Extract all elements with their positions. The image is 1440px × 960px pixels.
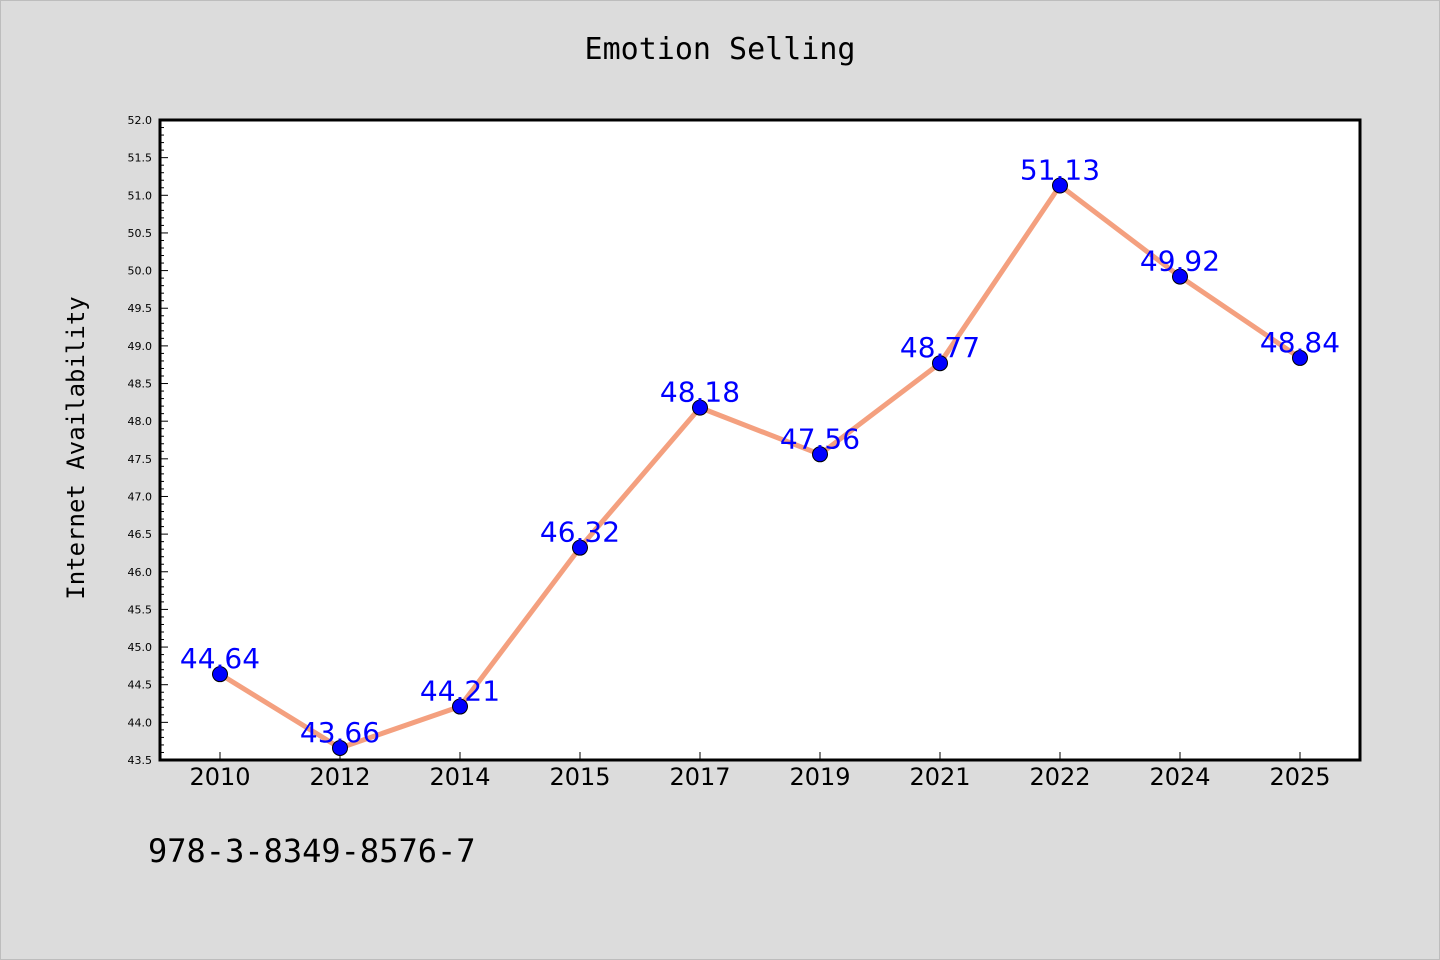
y-tick-label: 47.5: [128, 453, 153, 466]
data-point: [812, 446, 828, 463]
y-tick-label: 47.0: [128, 490, 153, 503]
y-tick-label: 50.5: [128, 227, 153, 240]
plot-area: [158, 118, 1362, 762]
footer-isbn: 978-3-8349-8576-7: [148, 832, 476, 870]
series-line: [217, 183, 1303, 751]
x-tick-label: 2025: [1269, 763, 1330, 791]
x-tick-label: 2022: [1029, 763, 1090, 791]
y-tick-label: 43.5: [128, 754, 153, 767]
y-tick-label: 44.5: [128, 679, 153, 692]
y-tick-label: 46.5: [128, 528, 153, 541]
y-tick-label: 45.5: [128, 603, 153, 616]
data-point: [332, 739, 348, 756]
data-label: 48.77: [900, 331, 980, 364]
y-tick-label: 48.0: [128, 415, 153, 428]
y-tick-label: 49.0: [128, 340, 153, 353]
data-label: 51.13: [1020, 154, 1100, 187]
x-tick-label: 2015: [549, 763, 610, 791]
x-tick-label: 2010: [189, 763, 250, 791]
data-label: 44.21: [420, 675, 500, 708]
data-point: [452, 698, 468, 715]
y-tick-label: 52.0: [128, 114, 153, 127]
y-tick-label: 46.0: [128, 566, 153, 579]
data-point: [692, 399, 708, 416]
data-point: [1052, 177, 1068, 194]
data-label: 47.56: [780, 422, 860, 455]
x-tick-label: 2024: [1149, 763, 1210, 791]
chart-title: Emotion Selling: [584, 32, 856, 67]
data-label: 43.66: [300, 716, 380, 749]
x-tick-label: 2014: [429, 763, 490, 791]
x-tick-label: 2012: [309, 763, 370, 791]
y-tick-label: 48.5: [128, 378, 153, 391]
data-label: 48.18: [660, 376, 740, 409]
x-tick-label: 2017: [669, 763, 730, 791]
data-point: [572, 539, 588, 556]
x-tick-label: 2019: [789, 763, 850, 791]
x-tick-label: 2021: [909, 763, 970, 791]
data-label: 48.84: [1260, 326, 1340, 359]
y-tick-label: 44.0: [128, 716, 153, 729]
y-tick-label: 51.5: [128, 152, 153, 165]
data-label: 46.32: [540, 516, 620, 549]
y-tick-label: 51.0: [128, 189, 153, 202]
data-label: 44.64: [180, 642, 260, 675]
data-point: [212, 666, 228, 683]
data-point: [932, 355, 948, 372]
y-tick-label: 49.5: [128, 302, 153, 315]
data-point: [1292, 349, 1308, 366]
y-tick-label: 50.0: [128, 265, 153, 278]
data-label: 49.92: [1140, 245, 1220, 278]
data-point: [1172, 268, 1188, 285]
y-tick-label: 45.0: [128, 641, 153, 654]
